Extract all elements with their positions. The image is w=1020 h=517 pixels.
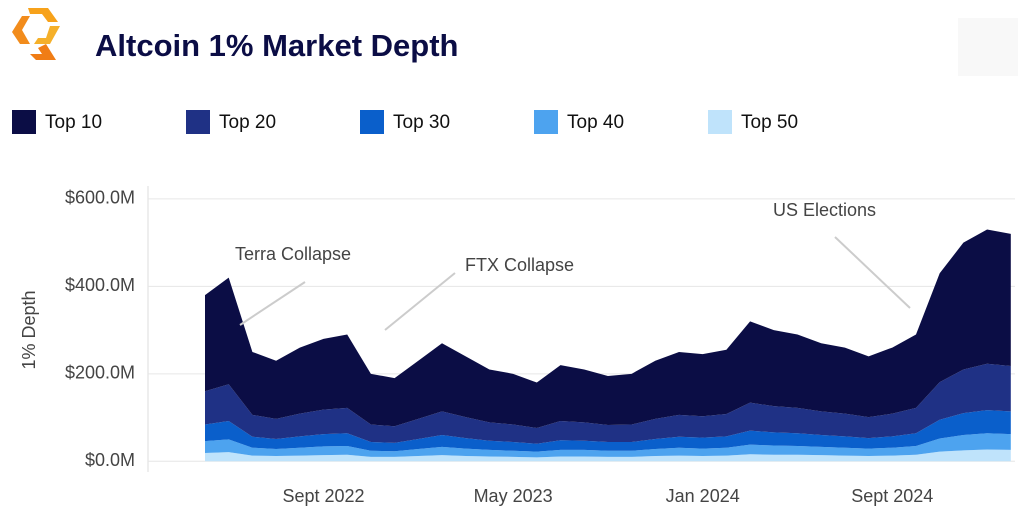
annotation-pointer [834,236,911,309]
legend-swatch [12,110,36,134]
legend-swatch [708,110,732,134]
y-tick-label: $200.0M [65,363,135,383]
y-tick-label: $400.0M [65,275,135,295]
y-tick-label: $0.0M [85,450,135,470]
y-tick-label: $600.0M [65,188,135,208]
area [205,363,1011,444]
x-tick-label: Jan 2024 [666,486,740,506]
area [205,229,1011,429]
legend-label: Top 20 [219,112,276,133]
annotation-pointer [384,272,456,331]
legend-swatch [186,110,210,134]
chart-title: Altcoin 1% Market Depth [95,28,458,63]
annotation: Terra Collapse [235,244,351,264]
legend-label: Top 50 [741,112,798,133]
area [205,449,1011,462]
annotation-pointer [239,281,306,326]
corner-box [958,18,1018,76]
logo [12,8,60,60]
annotation: FTX Collapse [465,255,574,275]
y-axis-label: 1% Depth [19,290,39,369]
area [205,410,1011,452]
x-tick-label: Sept 2022 [282,486,364,506]
x-tick-label: Sept 2024 [851,486,933,506]
annotation: US Elections [773,200,876,220]
legend-swatch [360,110,384,134]
area [205,433,1011,458]
legend-label: Top 30 [393,112,450,133]
x-tick-label: May 2023 [474,486,553,506]
legend-label: Top 40 [567,112,624,133]
legend-swatch [534,110,558,134]
legend-label: Top 10 [45,112,102,133]
